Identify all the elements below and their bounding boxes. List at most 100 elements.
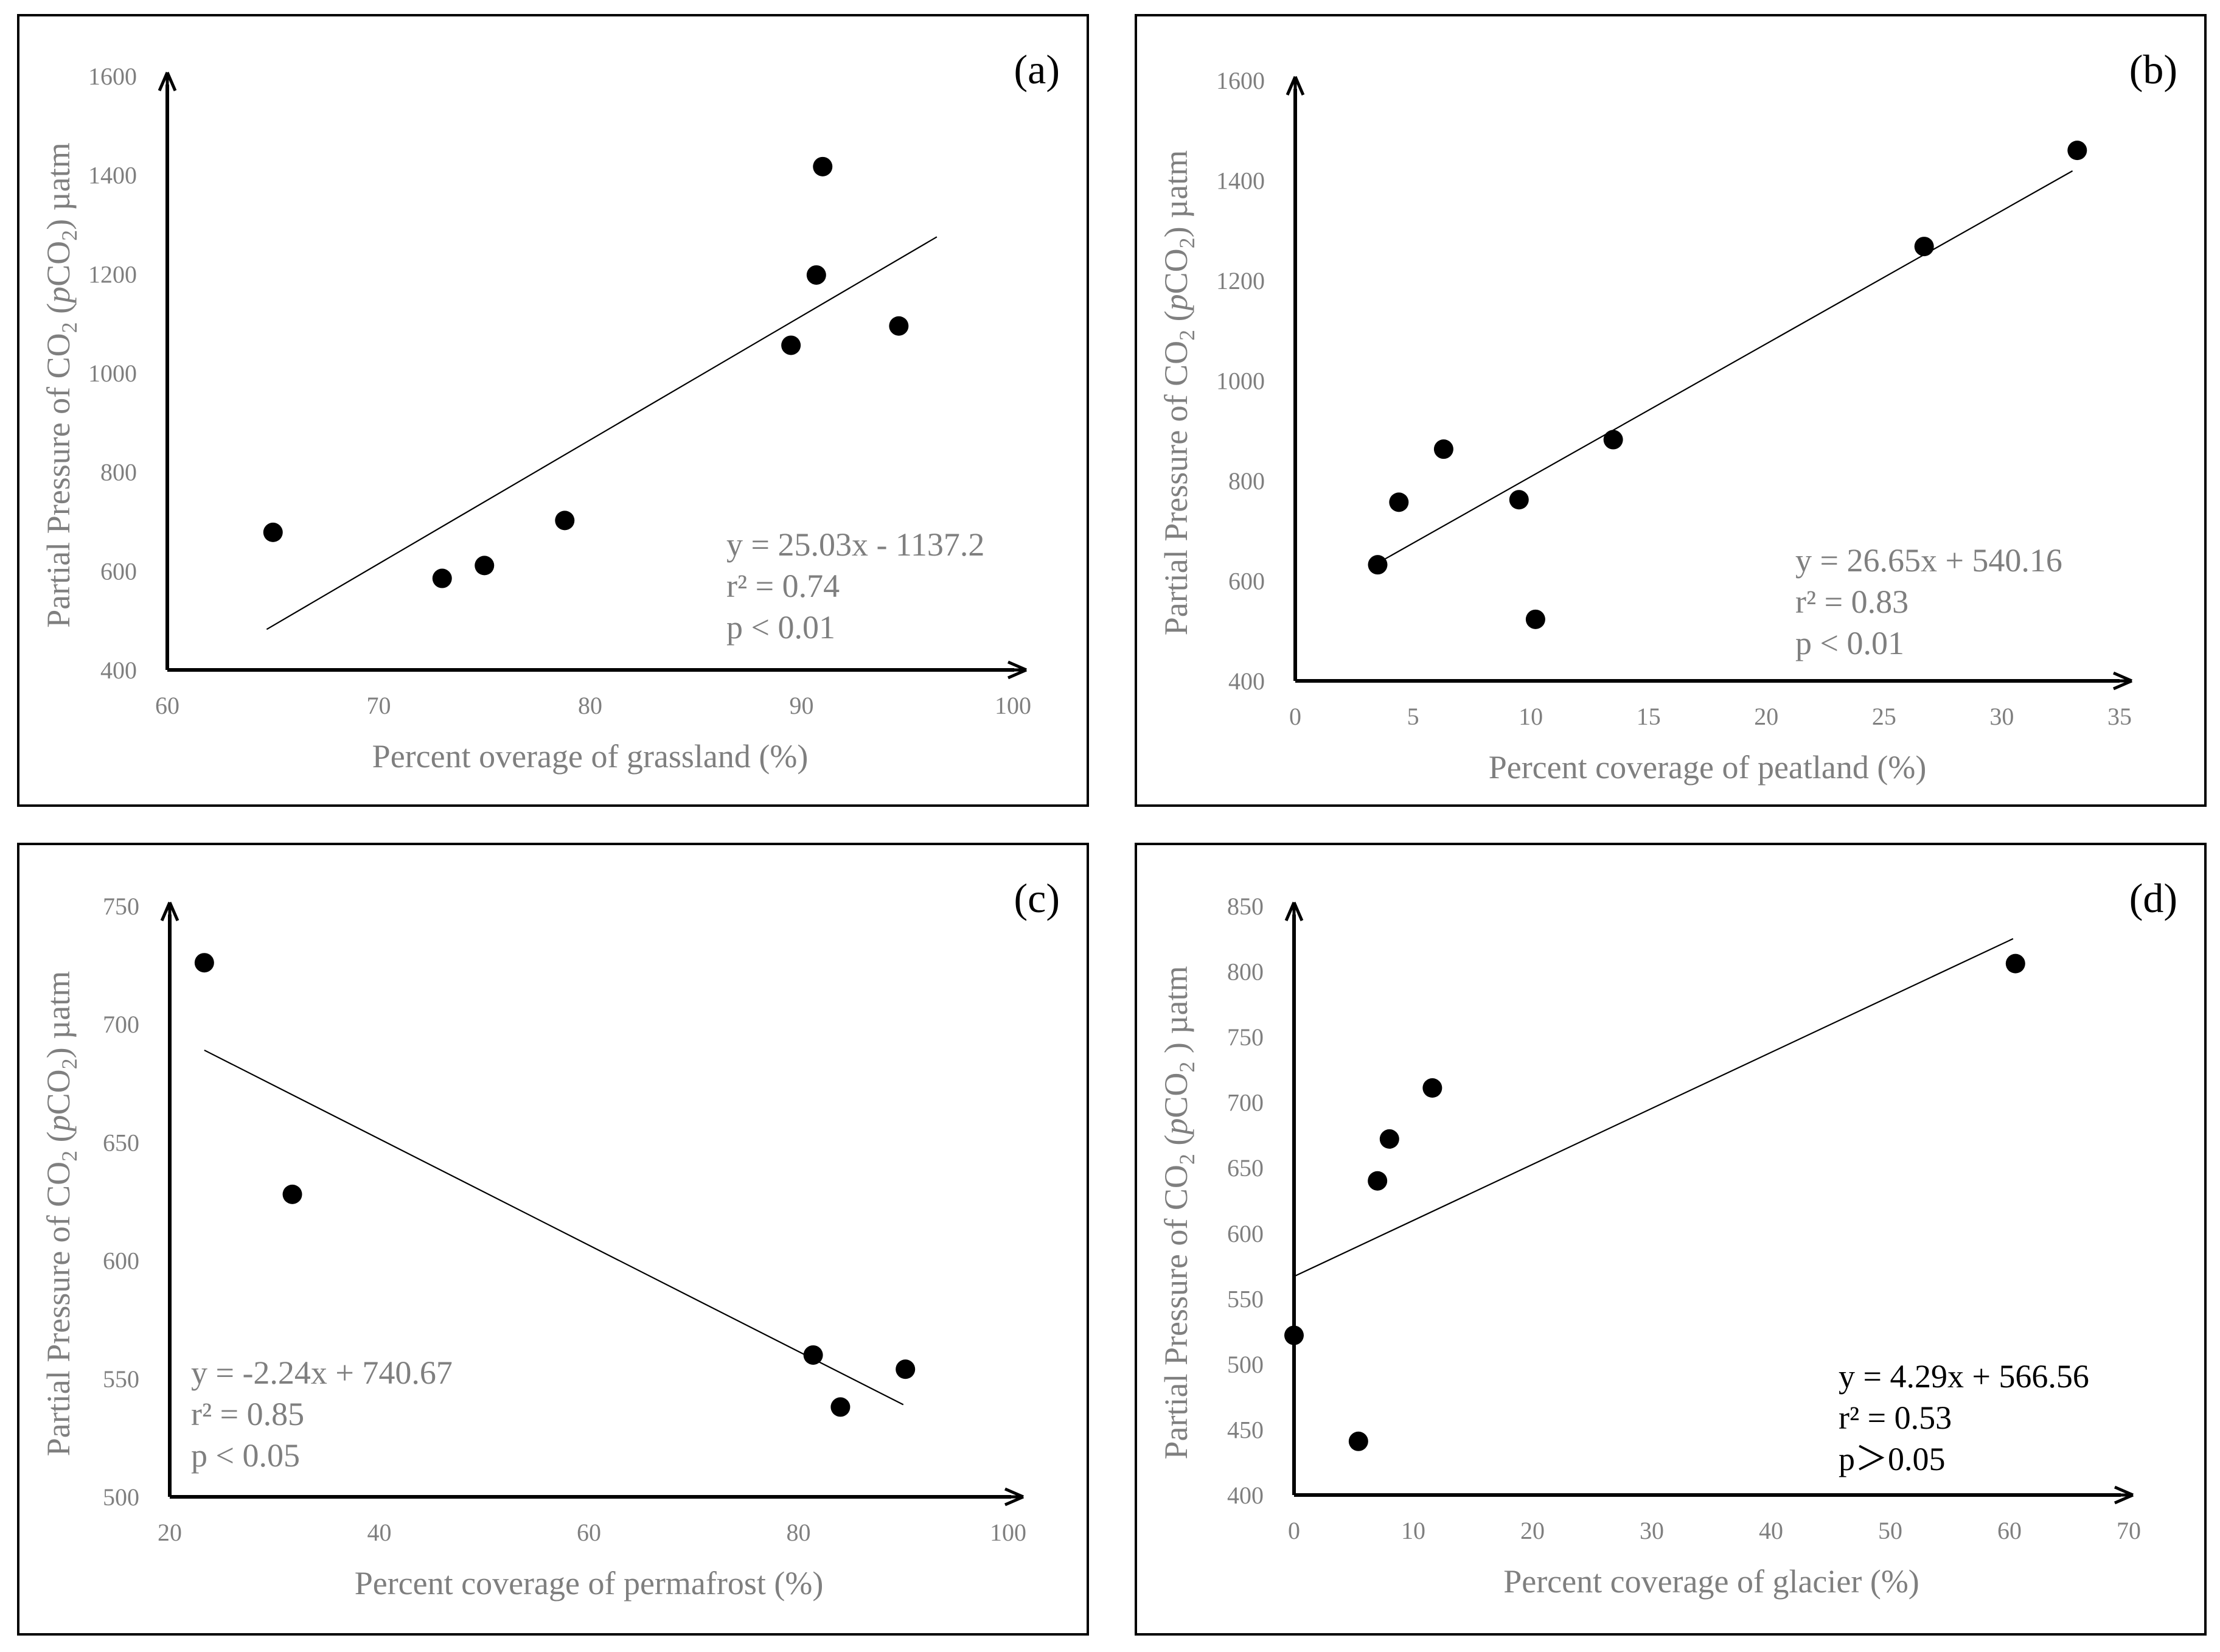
panel-letter: (d) [2129, 875, 2177, 921]
x-tick-label: 30 [1640, 1517, 1664, 1544]
data-point [263, 522, 283, 542]
y-axis-label: Partial Pressure of CO2 (pCO2 ) µatm [1158, 966, 1199, 1460]
data-point [282, 1184, 302, 1204]
y-tick-label: 750 [103, 893, 139, 920]
x-tick-label: 10 [1401, 1517, 1425, 1544]
y-tick-label: 550 [1227, 1285, 1264, 1312]
y-tick-label: 1400 [1216, 167, 1265, 195]
y-label-part: ( [1158, 310, 1194, 329]
y-label-subscript: 2 [1175, 237, 1199, 248]
x-axis-arrow-icon [2112, 671, 2132, 691]
x-tick-label: 15 [1637, 703, 1661, 730]
x-tick-label: 100 [990, 1519, 1026, 1546]
scatter-chart-b: 0 5 10 15 20 25 30 35 400 600 800 1000 1200 1400 1600 P… [1158, 46, 2177, 786]
x-tick-label: 5 [1407, 703, 1419, 730]
data-point [813, 156, 833, 176]
chart-panel-a: 60 70 80 90 100 400 600 800 1000 1200 1400 1600 Perc… [17, 14, 1089, 807]
regression-equation: y = 4.29x + 566.56 [1839, 1358, 2089, 1395]
data-point [889, 316, 909, 336]
p-value-label: p < 0.05 [191, 1437, 300, 1474]
data-point [475, 556, 495, 576]
data-point [896, 1359, 916, 1379]
y-label-subscript: 2 [1175, 1154, 1199, 1165]
y-label-subscript: 2 [57, 1058, 82, 1069]
x-tick-label: 80 [578, 692, 602, 719]
x-tick-label: 20 [158, 1519, 182, 1546]
y-tick-label: 1000 [88, 360, 137, 387]
y-label-part: p [40, 287, 77, 305]
y-label-part: CO [40, 1069, 77, 1115]
y-tick-label: 700 [103, 1011, 139, 1038]
scatter-chart-a: 60 70 80 90 100 400 600 800 1000 1200 1400 1600 Perc… [40, 46, 1060, 775]
x-tick-label: 0 [1288, 1517, 1300, 1544]
x-tick-label: 60 [577, 1519, 601, 1546]
y-label-part: Partial Pressure of CO [1158, 1165, 1194, 1459]
x-tick-label: 60 [155, 692, 179, 719]
y-tick-label: 800 [100, 459, 137, 486]
x-tick-label: 90 [790, 692, 814, 719]
y-tick-label: 600 [103, 1247, 139, 1275]
chart-panel-b: 0 5 10 15 20 25 30 35 400 600 800 1000 1200 1400 1600 P… [1135, 14, 2207, 807]
y-tick-label: 1200 [1216, 267, 1265, 295]
y-label-part: p [40, 1115, 77, 1134]
chart-panel-c: 20 40 60 80 100 500 550 600 650 700 750 Percent cov… [17, 843, 1089, 1636]
scatter-chart-d: 0 10 20 30 40 50 60 70 400 450 500 550 600 650 700 750 8… [1158, 875, 2177, 1600]
data-point [555, 511, 575, 531]
p-value-label: p < 0.01 [726, 609, 835, 646]
y-axis-label: Partial Pressure of CO2 (pCO2) µatm [40, 142, 82, 628]
x-tick-label: 30 [1989, 703, 2014, 730]
y-label-subscript: 2 [1175, 1062, 1199, 1073]
x-tick-label: 0 [1289, 703, 1301, 730]
y-label-part: p [1158, 1118, 1194, 1137]
x-tick-label: 70 [2117, 1517, 2141, 1544]
trendline [1293, 938, 2014, 1277]
y-tick-label: 700 [1227, 1089, 1264, 1117]
p-value-label: p＞0.05 [1839, 1441, 1946, 1477]
trendline [266, 236, 938, 630]
y-label-part: p [1158, 294, 1194, 313]
y-tick-label: 800 [1227, 958, 1264, 986]
data-point [1914, 237, 1934, 257]
y-tick-label: 800 [1228, 467, 1265, 495]
x-axis-label: Percent coverage of glacier (%) [1503, 1563, 1919, 1600]
data-point [1348, 1431, 1368, 1451]
r-squared-label: r² = 0.53 [1839, 1399, 1952, 1436]
data-point [1284, 1325, 1304, 1345]
data-point [806, 265, 826, 285]
y-tick-label: 600 [1228, 568, 1265, 595]
data-point [1509, 490, 1529, 510]
x-tick-label: 70 [367, 692, 391, 719]
regression-equation: y = 25.03x - 1137.2 [726, 526, 984, 563]
y-axis-arrow-icon [158, 72, 177, 92]
x-tick-label: 35 [2107, 703, 2132, 730]
y-label-part: ( [40, 303, 77, 322]
x-tick-label: 50 [1878, 1517, 1902, 1544]
x-tick-label: 80 [787, 1519, 811, 1546]
data-point [830, 1397, 851, 1417]
panel-letter: (c) [1014, 875, 1060, 921]
data-point [1368, 1171, 1388, 1191]
data-point [2005, 953, 2025, 974]
y-label-part: ) µatm [1158, 150, 1194, 238]
y-label-subscript: 2 [57, 230, 82, 241]
x-tick-label: 100 [995, 692, 1031, 719]
x-axis-arrow-icon [1007, 660, 1027, 680]
x-tick-label: 40 [1759, 1517, 1783, 1544]
x-axis-label: Percent coverage of permafrost (%) [355, 1565, 824, 1601]
data-point [1389, 492, 1409, 512]
y-label-subscript: 2 [1175, 330, 1199, 341]
y-tick-label: 1000 [1216, 368, 1265, 395]
y-label-part: CO [1158, 1073, 1194, 1118]
y-tick-label: 650 [1227, 1154, 1264, 1182]
y-label-part: CO [40, 241, 77, 287]
data-point [1368, 555, 1388, 575]
data-point [432, 568, 452, 588]
x-tick-label: 40 [367, 1519, 392, 1546]
y-tick-label: 600 [100, 557, 137, 585]
y-tick-label: 650 [103, 1129, 139, 1156]
x-tick-label: 20 [1520, 1517, 1545, 1544]
y-label-part: Partial Pressure of CO [40, 333, 77, 627]
y-tick-label: 500 [103, 1483, 139, 1511]
data-point [1603, 430, 1623, 450]
y-label-part: Partial Pressure of CO [40, 1162, 77, 1456]
